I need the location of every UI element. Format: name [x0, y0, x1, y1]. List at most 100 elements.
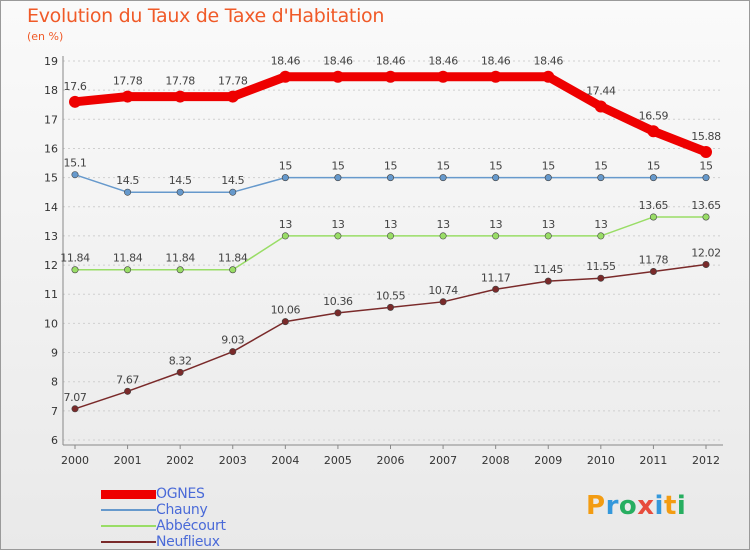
legend-label-chauny: Chauny [156, 502, 208, 518]
data-point [437, 70, 450, 83]
data-label: 17.78 [218, 75, 248, 88]
x-tick-label: 2008 [482, 454, 510, 467]
data-point [229, 188, 237, 196]
data-point [229, 348, 237, 356]
x-tick-label: 2001 [114, 454, 142, 467]
data-point [597, 232, 605, 240]
data-point [700, 145, 712, 158]
data-label: 15 [489, 160, 503, 173]
data-point [226, 90, 239, 103]
data-label: 18.46 [481, 55, 511, 68]
data-label: 15 [699, 160, 713, 173]
data-point [69, 95, 81, 108]
logo-letter: o [618, 491, 638, 521]
data-label: 13 [279, 218, 293, 231]
data-point [544, 277, 552, 285]
x-tick-label: 2012 [692, 454, 720, 467]
data-label: 10.36 [323, 295, 353, 308]
data-point [439, 298, 447, 306]
data-point [71, 266, 79, 274]
data-point [439, 232, 447, 240]
data-label: 13.65 [639, 199, 669, 212]
data-label: 13 [384, 218, 398, 231]
data-point [702, 260, 710, 268]
data-label: 15 [331, 160, 345, 173]
proxiti-logo: Proxiti [586, 491, 686, 521]
y-tick-label: 17 [44, 113, 58, 126]
series-abbécourt [71, 213, 710, 274]
logo-letter: P [586, 491, 606, 521]
logo-letter: t [663, 491, 677, 521]
data-label: 13 [542, 218, 556, 231]
y-tick-label: 10 [44, 317, 58, 330]
legend-swatch-abbecourt [101, 525, 156, 527]
x-tick-label: 2010 [587, 454, 615, 467]
data-point [439, 174, 447, 182]
data-point [649, 213, 657, 221]
data-point [386, 174, 394, 182]
chart-unit-label: (en %) [27, 30, 64, 43]
data-label: 17.78 [113, 75, 143, 88]
data-point [281, 174, 289, 182]
data-label: 11.17 [481, 271, 511, 284]
data-point [124, 387, 132, 395]
data-point [229, 266, 237, 274]
data-point [649, 267, 657, 275]
data-label: 10.06 [271, 304, 301, 317]
data-point [121, 90, 134, 103]
data-point [174, 90, 187, 103]
data-label: 15 [542, 160, 556, 173]
data-label: 7.07 [64, 391, 87, 404]
data-label: 13.65 [691, 199, 721, 212]
chart-title: Evolution du Taux de Taxe d'Habitation [27, 5, 385, 27]
data-label: 14.5 [116, 174, 139, 187]
x-tick-label: 2000 [61, 454, 89, 467]
y-tick-label: 6 [51, 434, 58, 447]
data-label: 15 [594, 160, 608, 173]
data-label: 18.46 [428, 55, 458, 68]
legend-swatch-chauny [101, 509, 156, 511]
data-point [176, 368, 184, 376]
data-point [542, 70, 555, 83]
data-label: 18.46 [271, 55, 301, 68]
data-label: 14.5 [169, 174, 192, 187]
data-point [334, 174, 342, 182]
logo-letter: r [605, 491, 619, 521]
logo-letter: i [676, 491, 687, 521]
data-point [702, 174, 710, 182]
data-label: 11.84 [60, 252, 90, 265]
x-tick-label: 2004 [271, 454, 299, 467]
y-tick-label: 15 [44, 172, 58, 185]
data-point [492, 174, 500, 182]
data-label: 18.46 [323, 55, 353, 68]
y-tick-label: 13 [44, 230, 58, 243]
y-tick-label: 19 [44, 55, 58, 68]
logo-letter: x [637, 491, 655, 521]
data-label: 9.03 [221, 334, 244, 347]
series-ognes [69, 70, 712, 158]
y-tick-label: 12 [44, 259, 58, 272]
data-point [492, 232, 500, 240]
data-label: 10.55 [376, 289, 406, 302]
data-point [176, 188, 184, 196]
data-point [594, 100, 607, 113]
x-tick-label: 2006 [377, 454, 405, 467]
x-tick-label: 2011 [639, 454, 667, 467]
data-point [489, 70, 502, 83]
data-label: 11.45 [534, 263, 564, 276]
data-label: 11.55 [586, 260, 616, 273]
data-label: 11.78 [639, 253, 669, 266]
data-point [124, 266, 132, 274]
data-label: 13 [489, 218, 503, 231]
data-point [331, 70, 344, 83]
data-point [544, 232, 552, 240]
data-label: 12.02 [691, 246, 721, 259]
x-tick-label: 2007 [429, 454, 457, 467]
x-tick-label: 2003 [219, 454, 247, 467]
data-label: 11.84 [165, 252, 195, 265]
y-tick-label: 9 [51, 347, 58, 360]
data-label: 17.44 [586, 84, 616, 97]
legend-swatch-neuflieux [101, 541, 156, 543]
